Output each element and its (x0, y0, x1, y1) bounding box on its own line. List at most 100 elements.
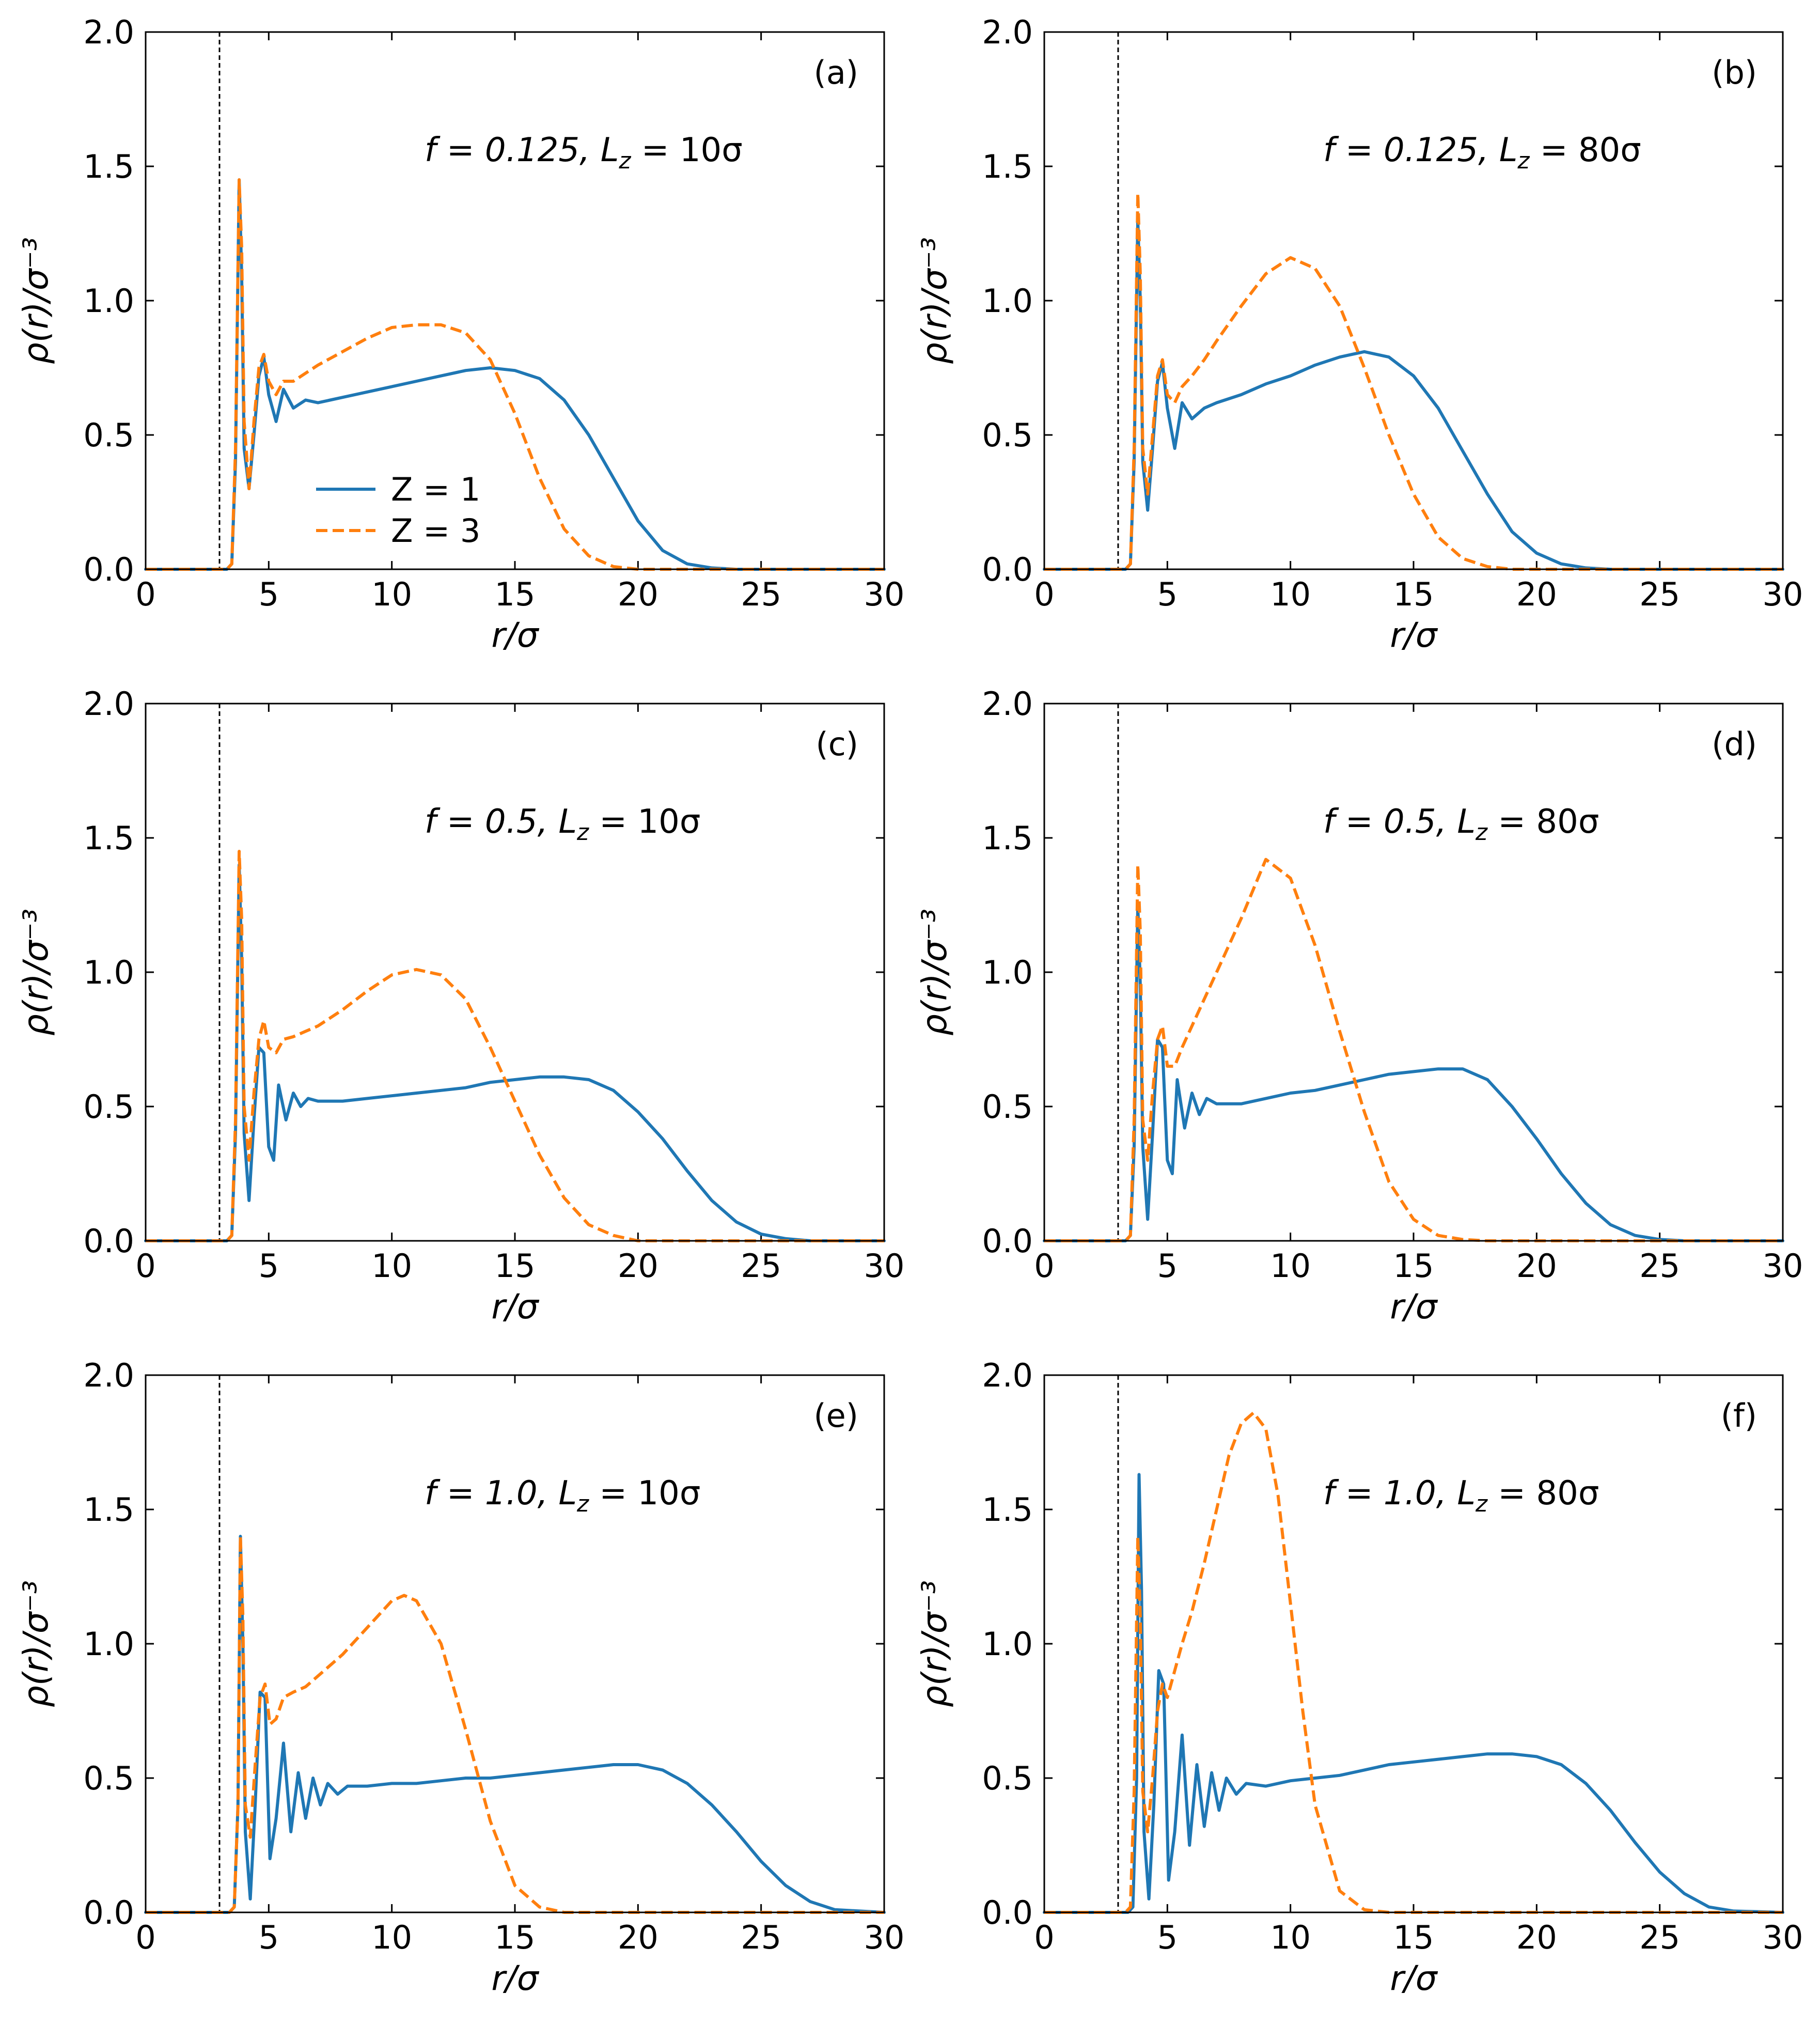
annotation-sub: z (576, 819, 589, 846)
x-axis-label: r/σ (1390, 615, 1438, 655)
series-line-z3 (1044, 1411, 1783, 1914)
panel-letter: (b) (1712, 54, 1757, 91)
panel-letter: (e) (813, 1397, 858, 1435)
y-tick-label: 2.0 (982, 685, 1033, 723)
axes-frame (145, 31, 885, 570)
annotation-f: f = 0.5, (1323, 803, 1457, 841)
x-tick-label: 0 (135, 1247, 155, 1285)
x-tick-label: 0 (1034, 1247, 1054, 1285)
annotation-rest: = 10σ (589, 803, 700, 841)
axes-frame (145, 1374, 885, 1913)
x-tick-label: 30 (1763, 575, 1803, 613)
legend-label: Z = 1 (391, 471, 480, 508)
x-tick-label: 5 (1157, 575, 1178, 613)
x-tick-label: 15 (495, 1247, 536, 1285)
series-line-z1 (144, 178, 886, 571)
y-tick-label: 1.0 (83, 282, 134, 320)
y-tick-label: 1.0 (982, 1625, 1033, 1663)
parameter-annotation: f = 0.5, Lz = 10σ (425, 803, 700, 846)
x-tick-label: 10 (371, 575, 412, 613)
x-tick-label: 5 (259, 1919, 279, 1956)
annotation-f: f = 0.125, (1323, 131, 1499, 169)
x-tick-label: 25 (741, 575, 781, 613)
x-tick-label: 30 (1763, 1247, 1803, 1285)
annotation-L: L (558, 803, 577, 841)
annotation-L: L (601, 131, 619, 169)
series-line-z3 (146, 1535, 884, 1914)
x-tick-label: 10 (1270, 1919, 1311, 1956)
y-tick-label: 0.5 (982, 1759, 1033, 1797)
annotation-rest: = 80σ (1487, 803, 1599, 841)
parameter-annotation: f = 1.0, Lz = 80σ (1323, 1474, 1599, 1517)
annotation-sub: z (1475, 1491, 1488, 1517)
y-axis-label: ρ(r)/σ⁻³ (915, 237, 954, 364)
y-tick-label: 0.0 (982, 551, 1033, 588)
y-tick-label: 0.5 (982, 416, 1033, 454)
y-tick-label: 1.0 (83, 1625, 134, 1663)
chart-panel-e: 0 5 10 15 20 25 30 0.0 0.5 1.0 1.5 2.0 (e) f = 1.0, L… (16, 1357, 904, 1998)
x-tick-label: 25 (741, 1247, 781, 1285)
y-axis-label: ρ(r)/σ⁻³ (16, 909, 56, 1036)
x-axis-label: r/σ (1390, 1287, 1438, 1327)
x-tick-label: 25 (1639, 575, 1680, 613)
annotation-sub: z (1517, 148, 1530, 174)
annotation-rest: = 80σ (1487, 1474, 1599, 1513)
y-tick-label: 1.0 (83, 954, 134, 991)
x-tick-label: 20 (618, 1247, 658, 1285)
y-tick-label: 0.0 (83, 551, 134, 588)
annotation-rest: = 10σ (589, 1474, 700, 1513)
x-tick-label: 10 (371, 1919, 412, 1956)
annotation-f: f = 0.5, (425, 803, 558, 841)
y-tick-label: 0.5 (83, 1088, 134, 1126)
annotation-L: L (1499, 131, 1518, 169)
chart-panel-c: 0 5 10 15 20 25 30 0.0 0.5 1.0 1.5 2.0 (c) f = 0.5, L… (16, 685, 904, 1327)
legend-label: Z = 3 (391, 512, 480, 550)
y-tick-label: 1.5 (982, 1491, 1033, 1529)
annotation-L: L (1457, 1474, 1476, 1513)
y-tick-label: 1.5 (982, 148, 1033, 185)
y-tick-label: 1.5 (83, 148, 134, 185)
y-tick-label: 1.5 (982, 819, 1033, 857)
panel-letter: (d) (1712, 725, 1757, 763)
annotation-f: f = 1.0, (425, 1474, 558, 1513)
x-tick-label: 30 (864, 1919, 905, 1956)
panel-letter: (c) (816, 725, 858, 763)
axes-frame (1043, 1374, 1784, 1913)
x-tick-label: 25 (1639, 1919, 1680, 1956)
x-tick-label: 5 (1157, 1919, 1178, 1956)
x-tick-label: 20 (618, 1919, 658, 1956)
y-tick-label: 2.0 (982, 1357, 1033, 1394)
annotation-sub: z (576, 1491, 589, 1517)
series-line-z1 (144, 1535, 886, 1914)
annotation-rest: = 80σ (1530, 131, 1641, 169)
y-tick-label: 0.0 (982, 1894, 1033, 1931)
x-tick-label: 5 (1157, 1247, 1178, 1285)
parameter-annotation: f = 1.0, Lz = 10σ (425, 1474, 700, 1517)
x-tick-label: 15 (1393, 1247, 1434, 1285)
y-axis-label: ρ(r)/σ⁻³ (16, 237, 56, 364)
y-tick-label: 1.5 (83, 1491, 134, 1529)
y-axis-label: ρ(r)/σ⁻³ (915, 1580, 954, 1707)
parameter-annotation: f = 0.5, Lz = 80σ (1323, 803, 1599, 846)
legend: Z = 1 Z = 3 (316, 471, 480, 550)
x-tick-label: 30 (864, 1247, 905, 1285)
y-tick-label: 0.0 (83, 1222, 134, 1260)
series-line-z3 (146, 850, 884, 1242)
series-line-z1 (1043, 904, 1784, 1242)
x-tick-label: 0 (1034, 1919, 1054, 1956)
x-tick-label: 20 (1516, 1247, 1557, 1285)
series-line-z3 (1044, 858, 1783, 1242)
chart-panel-d: 0 5 10 15 20 25 30 0.0 0.5 1.0 1.5 2.0 (d) f = 0.5, L… (915, 685, 1803, 1327)
y-tick-label: 2.0 (83, 1357, 134, 1394)
x-tick-label: 20 (618, 575, 658, 613)
chart-panel-b: 0 5 10 15 20 25 30 0.0 0.5 1.0 1.5 2.0 (b) f = 0.125,… (915, 13, 1803, 655)
x-axis-label: r/σ (491, 1287, 539, 1327)
x-tick-label: 5 (259, 575, 279, 613)
axes-frame (1043, 31, 1784, 570)
x-tick-label: 5 (259, 1247, 279, 1285)
chart-panel-a: 0 5 10 15 20 25 30 0.0 0.5 1.0 1.5 2.0 (a) f = 0.125,… (16, 13, 904, 655)
x-tick-label: 30 (1763, 1919, 1803, 1956)
y-tick-label: 0.0 (982, 1222, 1033, 1260)
annotation-sub: z (618, 148, 631, 174)
